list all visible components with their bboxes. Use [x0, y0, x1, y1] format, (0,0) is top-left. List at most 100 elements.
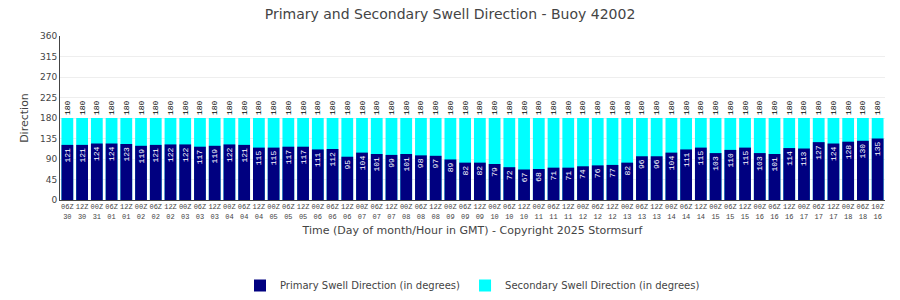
svg-text:180: 180 — [593, 100, 602, 115]
svg-text:12Z16: 12Z16 — [783, 203, 796, 220]
svg-text:00Z12: 00Z12 — [577, 203, 590, 220]
svg-text:00Z05: 00Z05 — [267, 203, 280, 220]
svg-text:180: 180 — [269, 100, 278, 115]
svg-text:82: 82 — [461, 166, 470, 176]
svg-text:12Z17: 12Z17 — [827, 203, 840, 220]
svg-text:12Z11: 12Z11 — [562, 203, 575, 220]
svg-text:104: 104 — [667, 156, 676, 171]
svg-text:12Z06: 12Z06 — [341, 203, 354, 220]
svg-text:00Z18: 00Z18 — [842, 203, 855, 220]
svg-text:00Z15: 00Z15 — [709, 203, 722, 220]
svg-text:180: 180 — [254, 100, 263, 115]
svg-text:06Z17: 06Z17 — [812, 203, 825, 220]
svg-text:06Z01: 06Z01 — [105, 203, 118, 220]
svg-text:06Z03: 06Z03 — [194, 203, 207, 220]
svg-text:180: 180 — [873, 100, 882, 115]
svg-text:12Z01: 12Z01 — [120, 203, 133, 220]
svg-text:180: 180 — [770, 100, 779, 115]
svg-text:12Z13: 12Z13 — [650, 203, 663, 220]
svg-text:180: 180 — [534, 100, 543, 115]
svg-text:360: 360 — [40, 31, 57, 41]
svg-text:95: 95 — [343, 160, 352, 170]
svg-text:180: 180 — [343, 100, 352, 115]
svg-text:180: 180 — [240, 100, 249, 115]
svg-text:96: 96 — [652, 159, 661, 169]
svg-text:180: 180 — [549, 100, 558, 115]
svg-text:98: 98 — [416, 158, 425, 168]
svg-text:180: 180 — [40, 113, 57, 123]
svg-text:00Z13: 00Z13 — [621, 203, 634, 220]
svg-text:180: 180 — [755, 100, 764, 115]
svg-text:117: 117 — [195, 150, 204, 165]
svg-text:180: 180 — [520, 100, 529, 115]
svg-text:180: 180 — [475, 100, 484, 115]
svg-text:101: 101 — [770, 157, 779, 172]
svg-text:180: 180 — [785, 100, 794, 115]
svg-text:124: 124 — [107, 147, 116, 162]
svg-text:00Z04: 00Z04 — [223, 203, 236, 220]
svg-text:180: 180 — [431, 100, 440, 115]
svg-text:12Z14: 12Z14 — [695, 203, 708, 220]
svg-text:180: 180 — [387, 100, 396, 115]
svg-text:06Z30: 06Z30 — [61, 203, 74, 220]
svg-text:127: 127 — [814, 145, 823, 160]
svg-text:180: 180 — [505, 100, 514, 115]
svg-text:180: 180 — [652, 100, 661, 115]
svg-text:06Z13: 06Z13 — [636, 203, 649, 220]
svg-text:Primary and Secondary Swell Di: Primary and Secondary Swell Direction - … — [265, 6, 636, 22]
svg-text:Primary Swell Direction (in de: Primary Swell Direction (in degrees) — [280, 280, 460, 291]
svg-text:180: 180 — [578, 100, 587, 115]
svg-text:114: 114 — [785, 151, 794, 166]
svg-text:00Z09: 00Z09 — [444, 203, 457, 220]
svg-text:180: 180 — [195, 100, 204, 115]
svg-text:00Z07: 00Z07 — [356, 203, 369, 220]
svg-text:180: 180 — [402, 100, 411, 115]
svg-text:103: 103 — [755, 156, 764, 171]
svg-text:180: 180 — [107, 100, 116, 115]
svg-text:96: 96 — [637, 159, 646, 169]
svg-text:180: 180 — [225, 100, 234, 115]
svg-text:135: 135 — [873, 142, 882, 157]
svg-text:0: 0 — [51, 195, 57, 205]
svg-text:121: 121 — [78, 148, 87, 163]
svg-text:12Z10: 12Z10 — [518, 203, 531, 220]
svg-text:315: 315 — [40, 52, 57, 62]
svg-text:00Z14: 00Z14 — [665, 203, 678, 220]
svg-text:12Z02: 12Z02 — [164, 203, 177, 220]
svg-text:06Z04: 06Z04 — [238, 203, 251, 220]
svg-text:104: 104 — [358, 156, 367, 171]
svg-text:00Z10: 00Z10 — [488, 203, 501, 220]
svg-text:130: 130 — [858, 144, 867, 159]
svg-text:180: 180 — [328, 100, 337, 115]
svg-text:111: 111 — [313, 152, 322, 167]
svg-text:72: 72 — [505, 170, 514, 180]
svg-text:180: 180 — [446, 100, 455, 115]
svg-text:06Z10: 06Z10 — [503, 203, 516, 220]
svg-text:06Z09: 06Z09 — [459, 203, 472, 220]
svg-text:74: 74 — [578, 169, 587, 179]
svg-text:180: 180 — [313, 100, 322, 115]
svg-text:06Z08: 06Z08 — [415, 203, 428, 220]
svg-text:45: 45 — [46, 175, 57, 185]
svg-text:122: 122 — [166, 147, 175, 162]
svg-text:115: 115 — [741, 151, 750, 166]
svg-text:82: 82 — [623, 166, 632, 176]
svg-text:89: 89 — [446, 162, 455, 172]
svg-text:115: 115 — [254, 151, 263, 166]
svg-text:180: 180 — [299, 100, 308, 115]
svg-text:180: 180 — [667, 100, 676, 115]
svg-text:119: 119 — [210, 149, 219, 164]
svg-text:12Z04: 12Z04 — [253, 203, 266, 220]
svg-text:06Z07: 06Z07 — [370, 203, 383, 220]
svg-text:71: 71 — [549, 171, 558, 181]
svg-text:180: 180 — [358, 100, 367, 115]
svg-text:77: 77 — [608, 168, 617, 178]
svg-text:12Z08: 12Z08 — [429, 203, 442, 220]
svg-text:180: 180 — [637, 100, 646, 115]
svg-text:117: 117 — [299, 150, 308, 165]
svg-text:12Z15: 12Z15 — [739, 203, 752, 220]
svg-text:117: 117 — [284, 150, 293, 165]
svg-text:180: 180 — [416, 100, 425, 115]
svg-text:12Z07: 12Z07 — [385, 203, 398, 220]
svg-text:180: 180 — [741, 100, 750, 115]
